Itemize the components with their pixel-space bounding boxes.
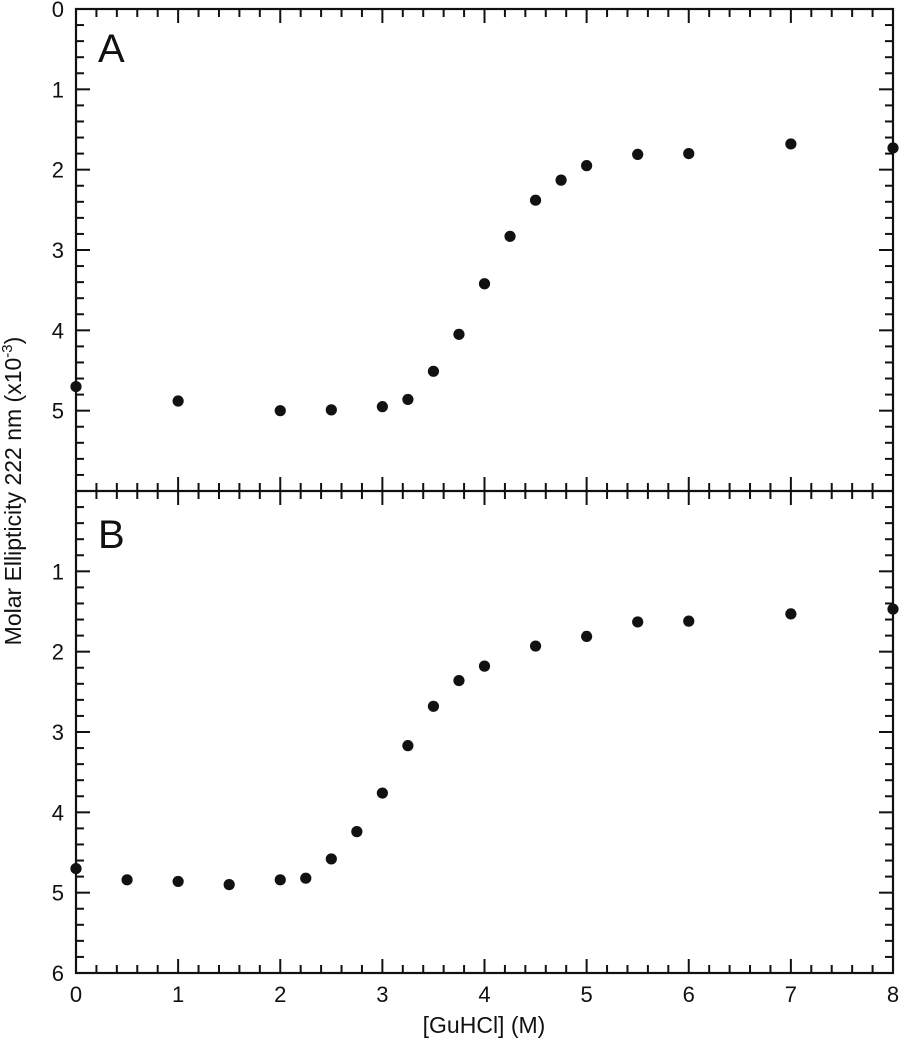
data-point [172,395,184,407]
data-point [70,862,82,875]
panel-label-b: B [98,513,125,557]
data-point [300,872,312,884]
data-point [478,660,491,672]
y-tick-label: 2 [52,158,64,183]
data-point [402,740,414,752]
y-tick-label: 4 [52,800,64,825]
x-tick-label: 0 [70,982,82,1007]
y-axis-title: Molar Ellipticity 222 nm (x10-3) [0,337,26,646]
data-point [453,328,465,340]
x-tick-label: 2 [274,982,286,1007]
data-point [223,879,235,891]
panel-label-a: A [98,27,125,71]
y-tick-label: 5 [52,399,64,424]
data-point [172,875,184,888]
data-point [351,826,363,838]
data-point [581,160,593,172]
data-point [632,148,644,161]
data-point [325,853,337,865]
data-point [274,405,286,417]
y-tick-label: 2 [52,640,64,665]
y-tick-label: 4 [52,318,64,343]
data-point [785,608,797,620]
y-tick-label: 1 [52,77,64,102]
y-tick-label: 3 [52,238,64,263]
data-point [427,700,440,712]
data-point [581,630,593,643]
data-point [529,194,542,206]
data-point [632,616,644,628]
x-tick-label: 3 [376,982,388,1007]
x-tick-label: 5 [581,982,593,1007]
data-point [70,380,82,393]
data-point [427,365,440,377]
x-tick-label: 7 [785,982,797,1007]
data-point [529,640,542,652]
data-point [453,674,465,687]
x-tick-label: 8 [887,982,899,1007]
data-point [683,148,695,160]
data-point [274,874,286,886]
x-tick-label: 4 [478,982,490,1007]
y-tick-label: 3 [52,720,64,745]
x-tick-label: 1 [172,982,184,1007]
data-point [555,174,567,186]
data-point [402,393,414,406]
data-point [121,874,133,886]
y-tick-label: 1 [52,559,64,584]
data-point [376,787,388,799]
data-point [325,404,337,416]
y-tick-label: 0 [52,0,64,22]
data-point [376,401,388,413]
axis-ticks [75,8,894,974]
data-points [70,138,899,891]
y-tick-label: 6 [52,961,64,986]
data-point [504,230,516,242]
data-point [887,603,899,615]
x-axis-title: [GuHCl] (M) [423,1012,546,1038]
x-tick-label: 6 [683,982,695,1007]
data-point [785,138,797,150]
data-point [887,142,899,154]
tick-labels: 0 1 2 3 4 5 6 7 8 0 1 2 3 4 5 1 2 3 4 5 6 [52,0,899,1007]
data-point [683,615,695,627]
data-point [478,278,491,290]
y-tick-label: 5 [52,881,64,906]
